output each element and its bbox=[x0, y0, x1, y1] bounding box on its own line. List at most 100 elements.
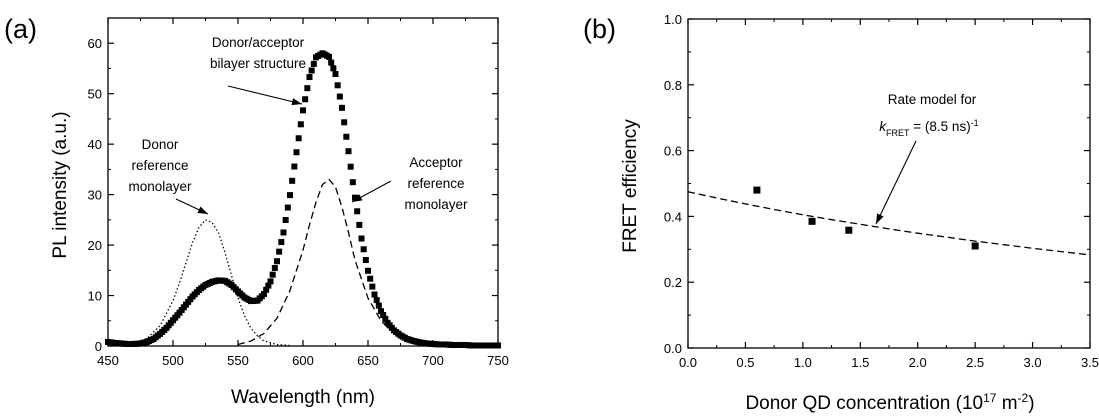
bilayer-point bbox=[302, 96, 309, 103]
annotation-bilayer-line1: Donor/acceptor bbox=[212, 35, 305, 50]
bilayer-point bbox=[371, 291, 378, 298]
panel-b-y-tick-label: 0.6 bbox=[664, 144, 682, 159]
annotation-rate-model-line1: Rate model for bbox=[888, 92, 977, 107]
bilayer-point bbox=[300, 107, 306, 114]
annotation-rate-model-line2: kFRET = (8.5 ns)-1 bbox=[879, 118, 978, 138]
bilayer-point bbox=[293, 149, 300, 156]
bilayer-point bbox=[380, 312, 387, 319]
bilayer-point bbox=[276, 248, 283, 255]
bilayer-point bbox=[330, 65, 337, 72]
bilayer-point bbox=[310, 60, 317, 67]
bilayer-point bbox=[354, 208, 361, 215]
panel-b-label: (b) bbox=[583, 14, 616, 44]
bilayer-point bbox=[289, 177, 296, 184]
panel-b-x-label-part1: Donor QD concentration (10 bbox=[745, 393, 983, 414]
panel-a-x-tick-label: 500 bbox=[162, 353, 184, 368]
panel-b-x-label-part2: m bbox=[996, 393, 1017, 414]
panel-b: (b) 0.0 0.5 1.0 1.5 2.0 2.5 3.0 3.5 0.0 0.2 0.4 0.6… bbox=[583, 12, 1099, 414]
bilayer-point bbox=[341, 119, 348, 126]
k-symbol: k bbox=[879, 119, 887, 134]
panel-a-y-tick-label: 60 bbox=[88, 36, 102, 51]
panel-a-x-tick-label: 600 bbox=[292, 353, 314, 368]
panel-a-x-tick-label: 650 bbox=[357, 353, 379, 368]
rate-model-curve bbox=[687, 191, 1091, 256]
bilayer-point bbox=[261, 291, 267, 298]
bilayer-point bbox=[352, 194, 358, 201]
panel-a-y-tick-label: 10 bbox=[88, 289, 102, 304]
panel-a-x-tick-label: 700 bbox=[422, 353, 444, 368]
panel-a-y-tick-label: 30 bbox=[88, 188, 102, 203]
panel-a-y-tick-label: 20 bbox=[88, 238, 102, 253]
annotation-acceptor-line3: monolayer bbox=[404, 197, 468, 212]
bilayer-point bbox=[297, 121, 304, 128]
bilayer-point bbox=[358, 235, 365, 242]
panel-b-x-tick-label: 1.0 bbox=[794, 355, 812, 370]
panel-a-x-axis-label: Wavelength (nm) bbox=[231, 387, 375, 408]
panel-a-x-tick-label: 550 bbox=[227, 353, 249, 368]
bilayer-point bbox=[367, 275, 374, 282]
bilayer-point bbox=[306, 74, 313, 81]
bilayer-point bbox=[271, 264, 278, 271]
bilayer-point bbox=[274, 258, 280, 265]
panel-a-annotation-arrows bbox=[175, 85, 392, 215]
panel-b-annotation-arrows bbox=[875, 140, 917, 225]
bilayer-point bbox=[369, 283, 376, 290]
bilayer-point bbox=[365, 267, 371, 274]
bilayer-point bbox=[332, 71, 339, 78]
bilayer-point bbox=[282, 217, 289, 224]
panel-a-x-tick-label: 450 bbox=[97, 353, 119, 368]
bilayer-point bbox=[373, 297, 380, 304]
panel-b-y-tick-label: 1.0 bbox=[664, 12, 682, 27]
bilayer-point bbox=[343, 133, 350, 140]
bilayer-point bbox=[347, 163, 354, 170]
fret-data-point bbox=[971, 242, 979, 250]
bilayer-point bbox=[382, 315, 389, 322]
bilayer-point bbox=[362, 257, 369, 264]
bilayer-point bbox=[360, 246, 367, 253]
bilayer-point bbox=[375, 302, 382, 309]
panel-b-y-axis-label: FRET efficiency bbox=[620, 119, 641, 253]
bilayer-point bbox=[267, 278, 274, 285]
panel-b-x-tick-label: 0.0 bbox=[679, 355, 697, 370]
panel-b-ticks: 0.0 0.5 1.0 1.5 2.0 2.5 3.0 3.5 0.0 0.2 0.4 0.6 0.8 1… bbox=[664, 12, 1099, 370]
panel-b-x-label-part3: ) bbox=[1028, 393, 1034, 414]
annotation-donor-line1: Donor bbox=[142, 137, 179, 152]
bilayer-point bbox=[284, 204, 291, 211]
bilayer-point bbox=[336, 93, 343, 100]
panel-b-y-tick-label: 0.2 bbox=[664, 275, 682, 290]
fret-data-point bbox=[845, 226, 853, 234]
bilayer-point bbox=[278, 239, 285, 246]
bilayer-point bbox=[349, 179, 356, 186]
fret-data-point bbox=[753, 186, 761, 194]
bilayer-point bbox=[334, 82, 341, 89]
panel-b-y-tick-label: 0.8 bbox=[664, 78, 682, 93]
annotation-donor-line2: reference bbox=[131, 158, 188, 173]
bilayer-point bbox=[345, 148, 352, 155]
panel-b-marks bbox=[687, 186, 1091, 256]
bilayer-point bbox=[328, 59, 335, 66]
bilayer-point bbox=[280, 229, 287, 236]
rate-value: = (8.5 ns) bbox=[910, 119, 971, 134]
bilayer-point bbox=[287, 192, 293, 199]
panel-b-x-label-sup: 17 bbox=[983, 391, 997, 405]
annotation-acceptor-line1: Acceptor bbox=[409, 155, 463, 170]
bilayer-point bbox=[263, 286, 270, 293]
panel-b-x-tick-label: 1.5 bbox=[851, 355, 869, 370]
panel-a-y-tick-label: 50 bbox=[88, 87, 102, 102]
panel-a: (a) 450 500 550 600 650 700 750 0 10 20 30 40 50 60 W… bbox=[4, 14, 509, 408]
panel-a-x-tick-label: 750 bbox=[487, 353, 509, 368]
bilayer-point bbox=[378, 308, 384, 315]
bilayer-point bbox=[308, 67, 315, 74]
bilayer-point bbox=[295, 135, 302, 142]
bilayer-point bbox=[356, 221, 363, 228]
panel-b-x-tick-label: 3.5 bbox=[1081, 355, 1099, 370]
panel-a-label: (a) bbox=[4, 14, 37, 44]
panel-b-x-tick-label: 3.0 bbox=[1024, 355, 1042, 370]
bilayer-point bbox=[326, 53, 332, 60]
panel-b-x-tick-label: 2.5 bbox=[966, 355, 984, 370]
bilayer-point bbox=[269, 271, 276, 278]
panel-a-y-tick-label: 40 bbox=[88, 137, 102, 152]
panel-b-x-label-sup2: -2 bbox=[1018, 391, 1029, 405]
panel-a-y-tick-label: 0 bbox=[95, 339, 102, 354]
annotation-bilayer-line2: bilayer structure bbox=[210, 56, 306, 71]
